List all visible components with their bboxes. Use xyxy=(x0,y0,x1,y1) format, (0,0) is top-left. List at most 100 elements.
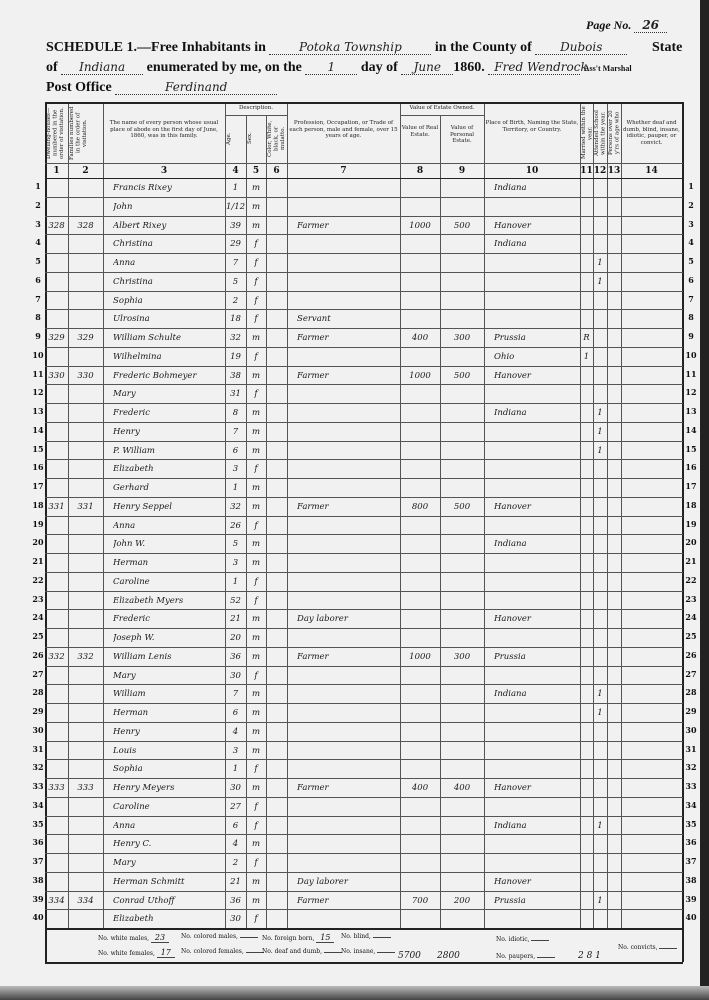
row-number-left: 37 xyxy=(32,856,44,866)
family-number: 328 xyxy=(77,220,94,231)
column-number: 8 xyxy=(416,166,424,176)
insane-count-label: No. insane, xyxy=(341,948,376,955)
column-header: Married within the year. xyxy=(581,106,592,160)
white-males-count-label: No. white males, xyxy=(98,935,150,942)
row-rule xyxy=(45,684,683,686)
row-rule xyxy=(45,403,683,404)
row-rule xyxy=(45,346,683,348)
family-number: 331 xyxy=(77,501,94,512)
state-field: Indiana xyxy=(61,60,144,75)
row-rule xyxy=(45,740,683,742)
age: 32 xyxy=(230,333,241,343)
total-real-estate: 5700 xyxy=(398,951,421,961)
row-number-right: 10 xyxy=(685,349,697,360)
person-name: Joseph W. xyxy=(113,633,155,643)
marshal-field: Fred Wendrock xyxy=(488,60,588,75)
row-number-right: 26 xyxy=(685,649,697,660)
person-name: Frederic Bohmeyer xyxy=(113,370,197,381)
age: 36 xyxy=(230,895,241,906)
title-line-3: Post Office Ferdinand xyxy=(46,80,278,96)
column-rule xyxy=(621,102,622,928)
person-name: Elizabeth xyxy=(113,914,154,925)
insane-count: No. insane, xyxy=(341,948,396,955)
column-header: Attended School within the year. xyxy=(594,110,606,156)
place-of-birth: Hanover xyxy=(494,783,531,793)
age: 26 xyxy=(230,520,241,531)
state-label: State xyxy=(652,40,683,55)
row-number-right: 39 xyxy=(685,893,697,904)
row-rule xyxy=(45,721,683,723)
sex: f xyxy=(254,295,258,306)
foreign-born-count-value: 15 xyxy=(316,933,335,943)
row-number-left: 29 xyxy=(32,706,44,716)
age: 31 xyxy=(230,389,241,400)
place-of-birth: Indiana xyxy=(494,183,527,193)
sex: m xyxy=(251,745,261,756)
sex: f xyxy=(254,764,258,775)
age: 3 xyxy=(232,745,239,756)
row-number-right: 9 xyxy=(688,331,694,341)
person-name: Christina xyxy=(113,276,153,287)
row-number-left: 23 xyxy=(32,593,44,604)
paupers-count-value xyxy=(537,957,556,958)
sex: m xyxy=(251,426,261,437)
row-number-right: 1 xyxy=(688,181,694,191)
dwelling-number: 329 xyxy=(48,333,65,343)
white-females-count-label: No. white females, xyxy=(98,950,155,957)
row-number-right: 29 xyxy=(685,706,697,716)
place-of-birth: Hanover xyxy=(494,876,531,887)
dwelling-number: 332 xyxy=(48,651,65,662)
paupers-count-label: No. paupers, xyxy=(496,953,536,960)
sex: m xyxy=(251,839,261,850)
sex: m xyxy=(251,558,261,568)
column-header: Value of Real Estate. xyxy=(401,125,439,138)
row-number-left: 10 xyxy=(32,349,44,360)
column-header: Place of Birth, Naming the State, Territ… xyxy=(485,120,579,133)
row-number-right: 12 xyxy=(685,387,697,398)
column-header: Color, White, black, or mulatto. xyxy=(267,120,286,157)
column-rule xyxy=(225,102,226,928)
age: 6 xyxy=(232,445,239,456)
occupation: Day laborer xyxy=(297,614,348,625)
column-rule xyxy=(266,115,267,928)
age: 30 xyxy=(230,670,241,681)
county-field: Dubois xyxy=(535,40,628,55)
row-number-right: 6 xyxy=(688,274,694,285)
attended-school: 1 xyxy=(597,445,603,456)
personal-estate-value: 200 xyxy=(453,895,471,906)
row-rule xyxy=(45,796,683,798)
row-number-right: 7 xyxy=(688,293,694,304)
place-of-birth: Ohio xyxy=(494,351,515,362)
column-rule xyxy=(607,102,608,928)
age: 1 xyxy=(232,764,239,775)
attended-school: 1 xyxy=(597,276,603,287)
person-name: Anna xyxy=(113,820,136,831)
table-bottom-rule xyxy=(45,962,683,964)
sex: f xyxy=(254,464,258,475)
column-number: 6 xyxy=(273,166,280,176)
person-name: Henry xyxy=(113,726,140,737)
sex: m xyxy=(251,370,261,381)
row-rule xyxy=(45,253,683,254)
row-number-right: 22 xyxy=(685,574,697,585)
column-rule xyxy=(400,102,401,928)
row-rule xyxy=(45,534,683,536)
person-name: Gerhard xyxy=(113,483,149,493)
family-number: 333 xyxy=(77,783,94,793)
person-name: Albert Rixey xyxy=(113,220,167,231)
idiotic-count-label: No. idiotic, xyxy=(496,936,530,943)
sex: m xyxy=(251,501,261,512)
row-number-right: 19 xyxy=(685,518,697,529)
person-name: Henry Seppel xyxy=(113,501,172,512)
row-number-left: 14 xyxy=(32,424,44,435)
person-name: Frederic xyxy=(113,614,151,625)
column-rule xyxy=(68,102,69,928)
occupation: Farmer xyxy=(297,783,329,793)
row-number-right: 23 xyxy=(685,593,697,604)
attended-school: 1 xyxy=(597,820,603,831)
idiotic-count: No. idiotic, xyxy=(496,936,550,943)
row-number-right: 15 xyxy=(685,443,697,454)
family-number: 330 xyxy=(77,370,94,381)
row-number-left: 36 xyxy=(32,837,44,848)
